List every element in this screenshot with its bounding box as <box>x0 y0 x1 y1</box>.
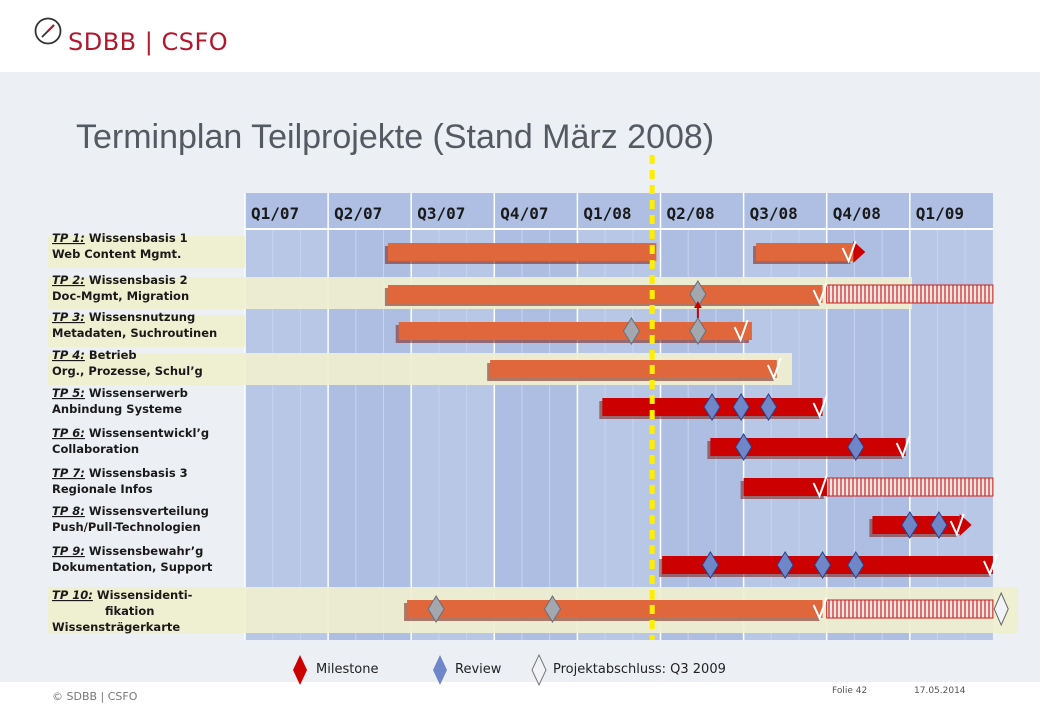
quarter-column <box>328 193 412 640</box>
slide-title: Terminplan Teilprojekte (Stand März 2008… <box>76 118 715 156</box>
project-bar <box>387 243 657 261</box>
project-sublabel: Dokumentation, Support <box>52 560 213 574</box>
milestone-legend-icon <box>293 655 307 685</box>
project-label: TP 10: Wissensidenti- <box>52 588 193 602</box>
review-diamond <box>930 511 948 539</box>
milestone-check-icon <box>949 513 965 537</box>
milestone-check-icon <box>895 435 911 459</box>
project-label: TP 4: Betrieb <box>52 348 137 362</box>
quarter-label: Q4/08 <box>833 204 881 223</box>
footer-date: 17.05.2014 <box>914 686 966 696</box>
footer-copyright: © SDBB | CSFO <box>52 690 138 703</box>
legend-milestone-label: Milestone <box>316 662 379 677</box>
review-diamond <box>847 551 865 579</box>
review-diamond <box>813 551 832 579</box>
review-diamond <box>759 393 778 421</box>
quarter-label: Q3/07 <box>417 204 465 223</box>
review-diamond <box>703 393 721 421</box>
review-grey-diamond <box>622 317 641 345</box>
review-diamond <box>847 433 865 461</box>
project-label: TP 5: Wissenserwerb <box>52 386 188 400</box>
project-bar <box>407 600 823 618</box>
review-grey-diamond <box>427 595 445 623</box>
project-band <box>48 236 245 268</box>
project-end-diamond <box>993 591 1009 627</box>
quarter-label: Q1/07 <box>251 204 299 223</box>
legend-review-label: Review <box>455 662 502 677</box>
project-label: TP 9: Wissensbewahr’g <box>52 544 203 558</box>
project-sublabel: Anbindung Systeme <box>52 402 182 416</box>
project-label: TP 3: Wissensnutzung <box>52 310 195 324</box>
review-diamond <box>901 511 919 539</box>
footer-slide-number: Folie 42 <box>832 686 868 696</box>
project-sublabel: Push/Pull-Technologien <box>52 520 201 534</box>
milestone-check-icon <box>812 475 828 499</box>
project-label: TP 2: Wissensbasis 2 <box>52 273 188 287</box>
planned-extension-bar <box>826 599 994 619</box>
project-sublabel-2: Wissensträgerkarte <box>52 620 180 634</box>
project-sublabel: Doc-Mgmt, Migration <box>52 289 189 303</box>
project-sublabel: Metadaten, Suchroutinen <box>52 326 217 340</box>
project-bar <box>398 322 752 340</box>
planned-extension-bar <box>826 477 994 497</box>
quarter-label: Q2/08 <box>667 204 715 223</box>
review-grey-diamond <box>543 595 562 623</box>
quarter-column <box>494 193 578 640</box>
quarter-label: Q1/09 <box>916 204 964 223</box>
project-label: TP 1: Wissensbasis 1 <box>52 231 188 245</box>
project-sublabel: Regionale Infos <box>52 482 153 496</box>
legend-end-label: Projektabschluss: Q3 2009 <box>553 662 726 677</box>
quarter-label: Q3/08 <box>750 204 798 223</box>
bar-arrow <box>853 241 866 263</box>
milestone-check-icon <box>841 240 857 264</box>
planned-extension-bar <box>826 284 994 304</box>
milestone-check-icon <box>812 597 828 621</box>
project-bar <box>387 285 823 303</box>
review-diamond <box>776 551 794 579</box>
project-label: TP 7: Wissensbasis 3 <box>52 466 188 480</box>
quarter-label: Q2/07 <box>334 204 382 223</box>
quarter-label: Q1/08 <box>583 204 631 223</box>
compass-icon <box>34 17 62 45</box>
project-sublabel: fikation <box>105 604 154 618</box>
quarter-column <box>411 193 495 640</box>
project-bar <box>490 360 777 378</box>
project-label: TP 6: Wissensentwickl’g <box>52 426 209 440</box>
quarter-header-band <box>245 193 993 229</box>
review-legend-icon <box>433 655 447 685</box>
review-grey-diamond <box>689 317 707 345</box>
project-band <box>48 315 245 347</box>
review-diamond <box>732 393 750 421</box>
project-bar <box>743 478 827 496</box>
review-diamond <box>735 433 753 461</box>
milestone-check-icon <box>733 319 749 343</box>
quarter-column <box>245 193 329 640</box>
project-label: TP 8: Wissensverteilung <box>52 504 209 518</box>
milestone-check-icon <box>812 395 828 419</box>
project-bar <box>756 243 854 261</box>
review-diamond <box>701 551 719 579</box>
header-bar: SDBB | CSFO <box>0 0 1040 72</box>
milestone-check-icon <box>812 282 828 306</box>
end-legend-icon <box>531 654 547 687</box>
milestone-check-icon <box>982 553 998 577</box>
brand-logo-text: SDBB | CSFO <box>68 28 229 56</box>
project-sublabel: Org., Prozesse, Schul’g <box>52 364 203 378</box>
quarter-label: Q4/07 <box>500 204 548 223</box>
project-sublabel: Web Content Mgmt. <box>52 247 181 261</box>
dependency-arrow-head <box>693 301 702 308</box>
milestone-check-icon <box>766 357 782 381</box>
project-sublabel: Collaboration <box>52 442 139 456</box>
